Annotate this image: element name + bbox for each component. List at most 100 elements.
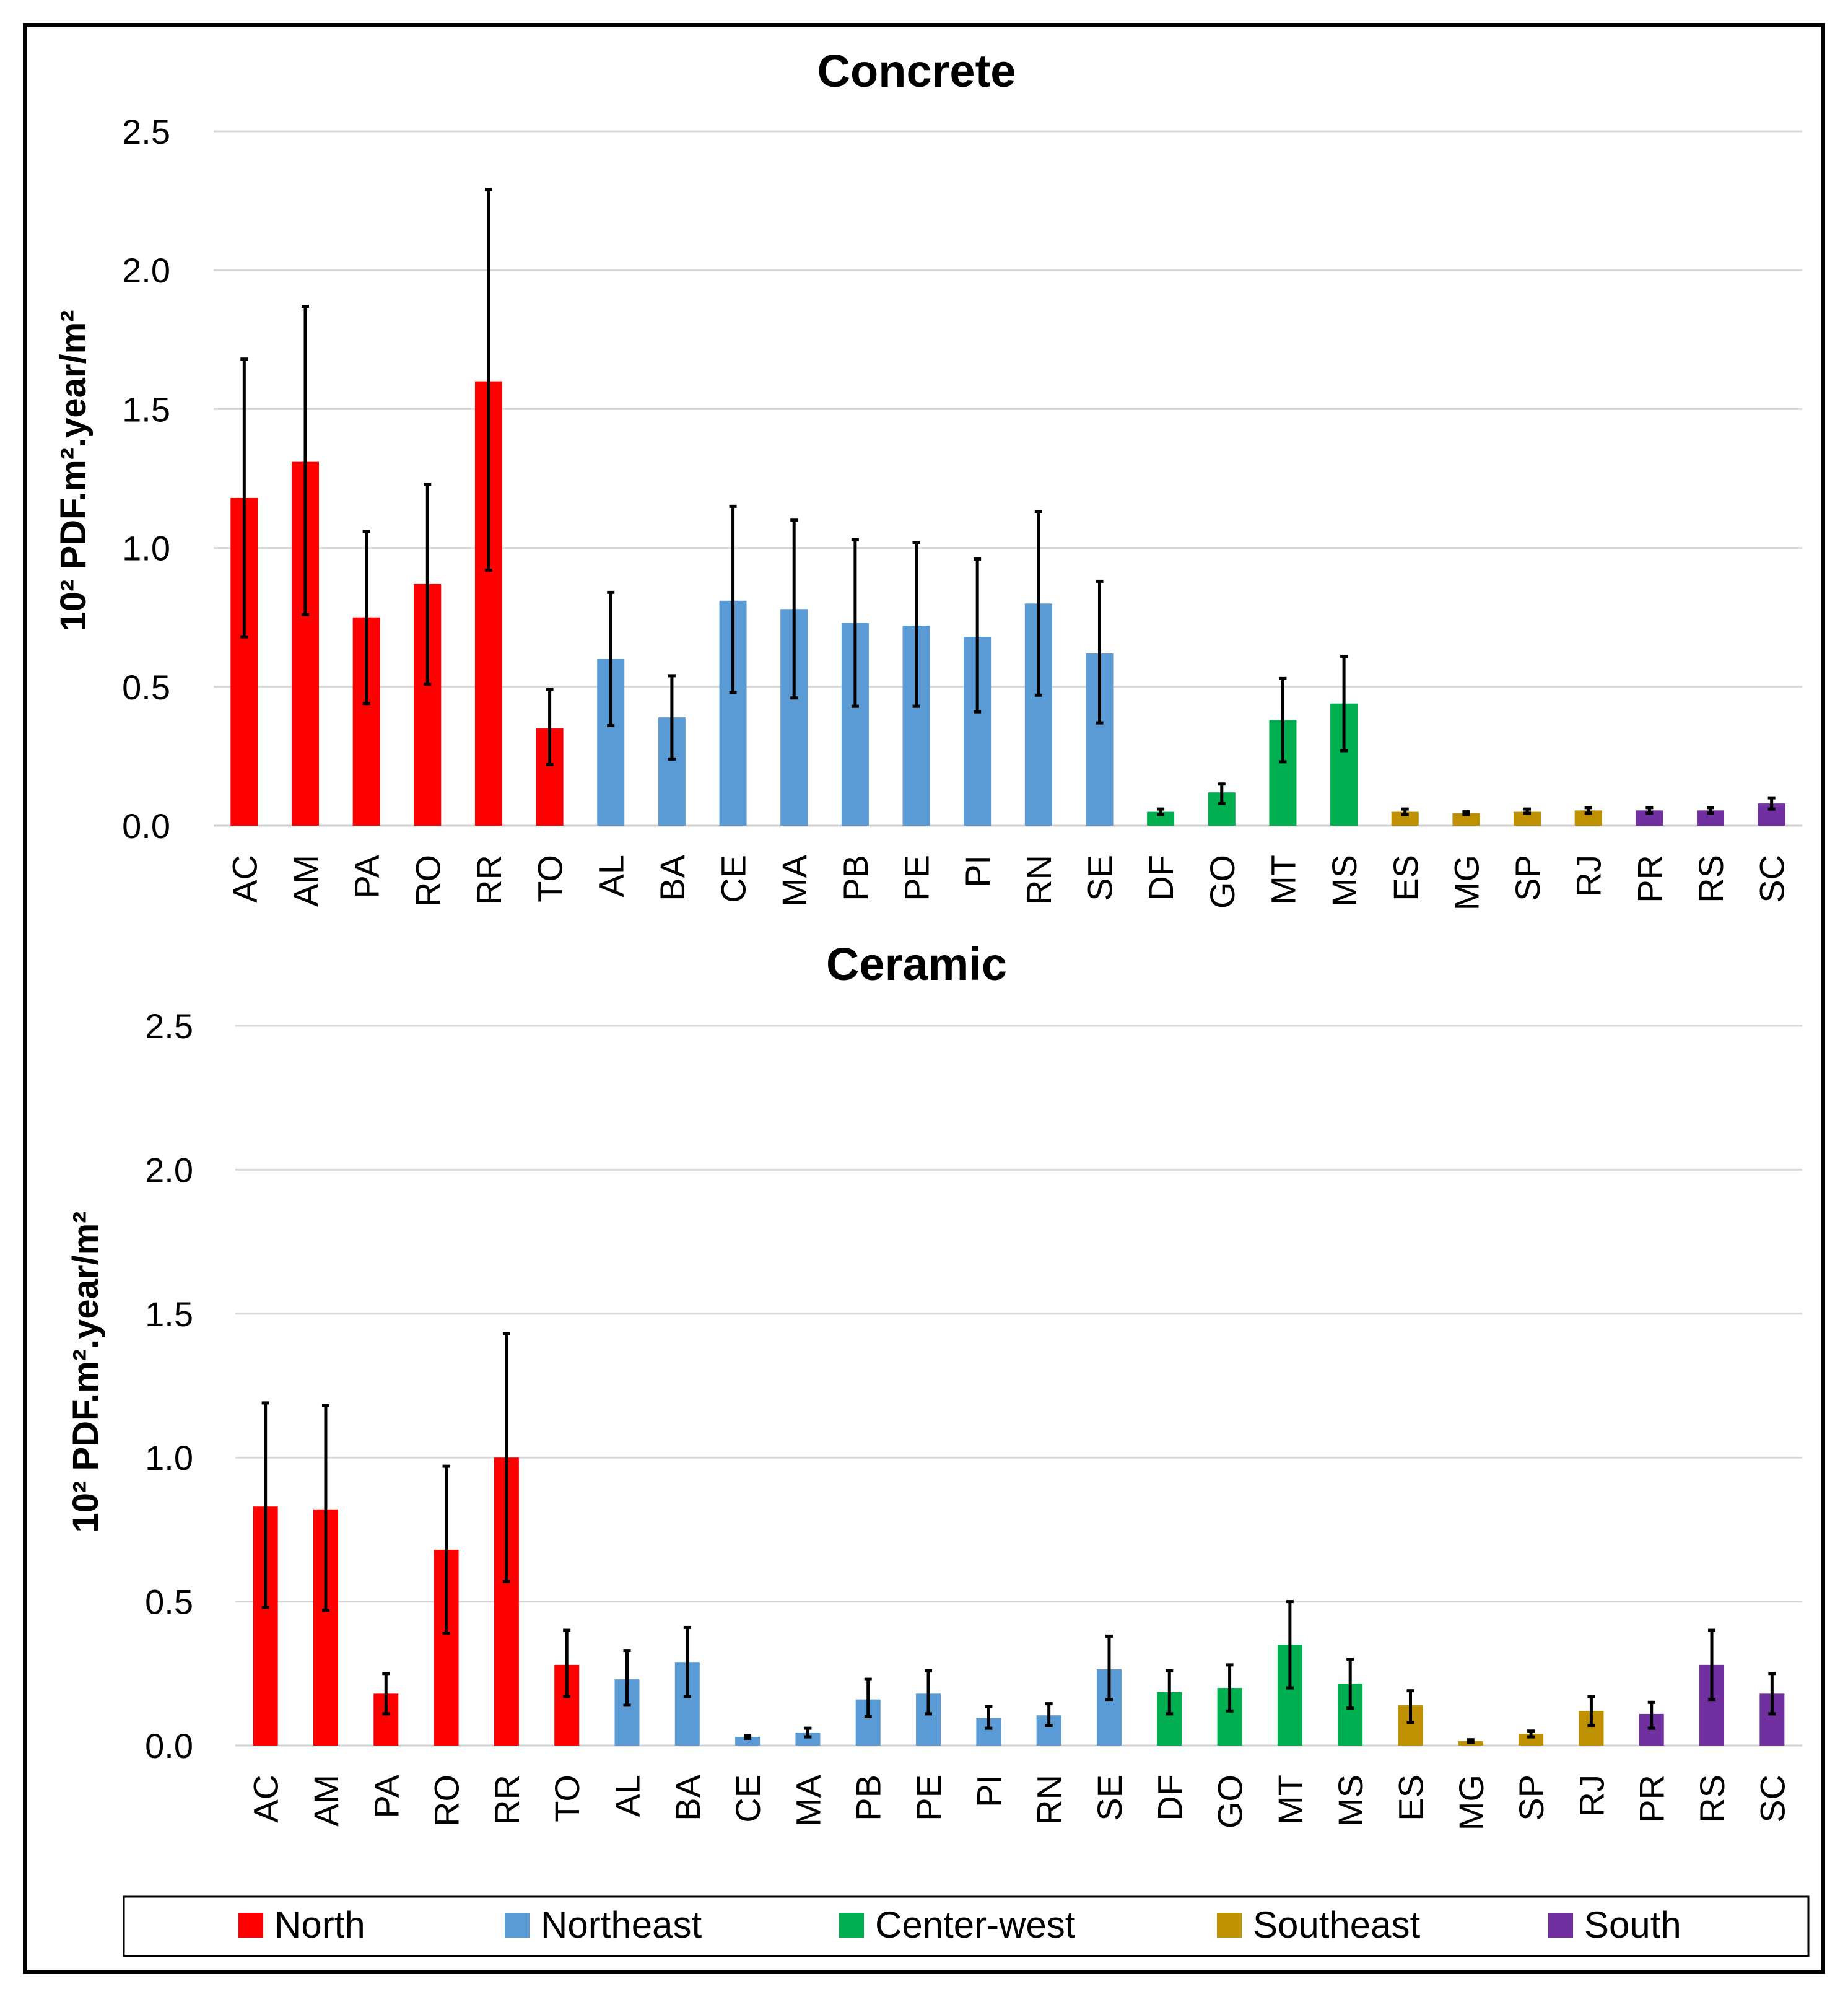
error-bar-ro — [442, 1464, 450, 1635]
y-tick-label: 2.0 — [145, 1150, 193, 1189]
error-bar-pe — [925, 1669, 933, 1716]
x-tick-label: AL — [591, 855, 630, 898]
error-bar-ms — [1346, 1658, 1354, 1710]
x-tick-label: PI — [958, 855, 997, 888]
x-tick-label: PR — [1630, 855, 1669, 903]
x-tick-label: RO — [427, 1775, 466, 1827]
x-tick-label: GO — [1203, 855, 1242, 909]
x-tick-label: MS — [1325, 855, 1364, 907]
error-bar-ba — [683, 1625, 691, 1698]
legend-box — [123, 1895, 1810, 1957]
y-tick-labels: 0.0 0.5 1.0 1.5 2.0 2.5 — [122, 112, 170, 846]
x-tick-label: TO — [531, 855, 570, 902]
x-tick-label: MA — [788, 1774, 827, 1827]
error-bar-ro — [424, 482, 432, 686]
bar-ma — [795, 1733, 821, 1746]
y-tick-label: 0.5 — [145, 1583, 193, 1622]
error-bar-rs — [1708, 1628, 1716, 1702]
error-bar-go — [1226, 1663, 1234, 1713]
error-bar-pb — [851, 538, 859, 708]
x-tick-label: MT — [1271, 1775, 1310, 1825]
error-bar-rr — [502, 1332, 510, 1583]
error-bar-df — [1166, 1669, 1174, 1716]
y-tick-label: 2.5 — [122, 112, 170, 151]
legend-item-southeast: Southeast — [1217, 1904, 1421, 1946]
x-tick-label: CE — [728, 1775, 767, 1823]
x-tick-label: PE — [897, 855, 936, 901]
error-bar-al — [607, 590, 615, 728]
y-axis-label: 10² PDF.m².year/m² — [66, 1212, 106, 1533]
error-bar-mg — [1462, 810, 1470, 816]
x-tick-label: DF — [1150, 1775, 1189, 1821]
error-bar-ac — [240, 357, 248, 639]
y-tick-label: 1.0 — [122, 529, 170, 568]
error-bar-ac — [261, 1401, 269, 1609]
error-bar-pi — [985, 1705, 993, 1730]
error-bar-rn — [1034, 510, 1042, 697]
x-tick-label: ES — [1386, 855, 1425, 901]
x-tick-label: MG — [1447, 855, 1486, 911]
error-bar-to — [546, 688, 554, 766]
x-tick-label: ES — [1392, 1775, 1431, 1821]
legend-label: South — [1584, 1904, 1681, 1946]
legend-swatch — [839, 1913, 864, 1938]
error-bar-rs — [1707, 806, 1715, 815]
legend-label: North — [274, 1904, 365, 1946]
legend-label: Northeast — [541, 1904, 702, 1946]
x-tick-label: PB — [849, 1775, 888, 1821]
error-bar-pi — [974, 557, 982, 714]
bar-ce — [735, 1737, 761, 1746]
x-tick-label: PR — [1632, 1775, 1671, 1823]
x-tick-label: PB — [836, 855, 875, 901]
chart-title: Concrete — [817, 45, 1016, 97]
x-tick-label: MT — [1263, 855, 1302, 905]
error-bar-ms — [1340, 654, 1348, 753]
error-bar-sc — [1767, 796, 1776, 811]
x-tick-label: AL — [608, 1775, 647, 1817]
x-tick-label: BA — [668, 1774, 707, 1820]
x-tick-label: RJ — [1572, 1775, 1611, 1817]
y-tick-label: 0.5 — [122, 668, 170, 707]
x-tick-label: SP — [1512, 1775, 1551, 1821]
error-bar-ma — [790, 518, 798, 700]
x-tick-label: RJ — [1569, 855, 1608, 897]
x-tick-label: SP — [1508, 855, 1547, 901]
error-bar-mt — [1279, 676, 1287, 764]
concrete-chart: Concrete 10² PDF.m².year/m² 0.0 0.5 1.0 1.5… — [53, 45, 1802, 911]
x-tick-label: RR — [487, 1775, 526, 1825]
legend-item-center-west: Center-west — [839, 1904, 1076, 1946]
error-bar-mt — [1286, 1600, 1294, 1690]
error-bar-rn — [1045, 1702, 1053, 1727]
x-tick-label: RS — [1693, 1775, 1732, 1823]
error-bar-am — [301, 304, 309, 616]
error-bar-ma — [804, 1726, 812, 1739]
error-bar-pr — [1647, 1700, 1655, 1730]
x-tick-label: GO — [1211, 1775, 1250, 1829]
legend: North Northeast Center-west Southeast South — [123, 1895, 1810, 1957]
x-tick-label: AM — [286, 855, 325, 907]
x-tick-labels: AC AM PA RO RR TO AL BA CE MA PB PE PI RN SE DF GO MT MS ES… — [225, 854, 1791, 911]
x-tick-label: BA — [653, 854, 692, 901]
legend-swatch — [505, 1913, 530, 1938]
error-bar-rj — [1587, 1695, 1595, 1727]
error-bar-ba — [668, 674, 676, 761]
x-tick-label: AC — [246, 1775, 285, 1823]
legend-item-northeast: Northeast — [505, 1904, 702, 1946]
legend-swatch — [1548, 1913, 1573, 1938]
y-axis-label: 10² PDF.m².year/m² — [53, 310, 94, 632]
x-tick-label: RN — [1030, 1775, 1069, 1825]
error-bars — [261, 1332, 1776, 1744]
x-tick-label: MS — [1331, 1775, 1370, 1827]
y-tick-label: 0.0 — [122, 806, 170, 846]
bar-mg — [1452, 813, 1480, 826]
x-tick-label: SE — [1090, 1775, 1129, 1821]
error-bar-sp — [1523, 807, 1532, 815]
x-tick-label: PE — [909, 1775, 948, 1821]
ceramic-chart: Ceramic 10² PDF.m².year/m² 0.0 0.5 1.0 1.5 2… — [66, 938, 1802, 1830]
y-tick-label: 0.0 — [145, 1726, 193, 1765]
error-bar-am — [321, 1404, 329, 1612]
legend-swatch — [238, 1913, 263, 1938]
error-bar-se — [1096, 579, 1104, 725]
error-bar-se — [1105, 1634, 1113, 1702]
x-tick-label: SC — [1753, 1775, 1792, 1823]
